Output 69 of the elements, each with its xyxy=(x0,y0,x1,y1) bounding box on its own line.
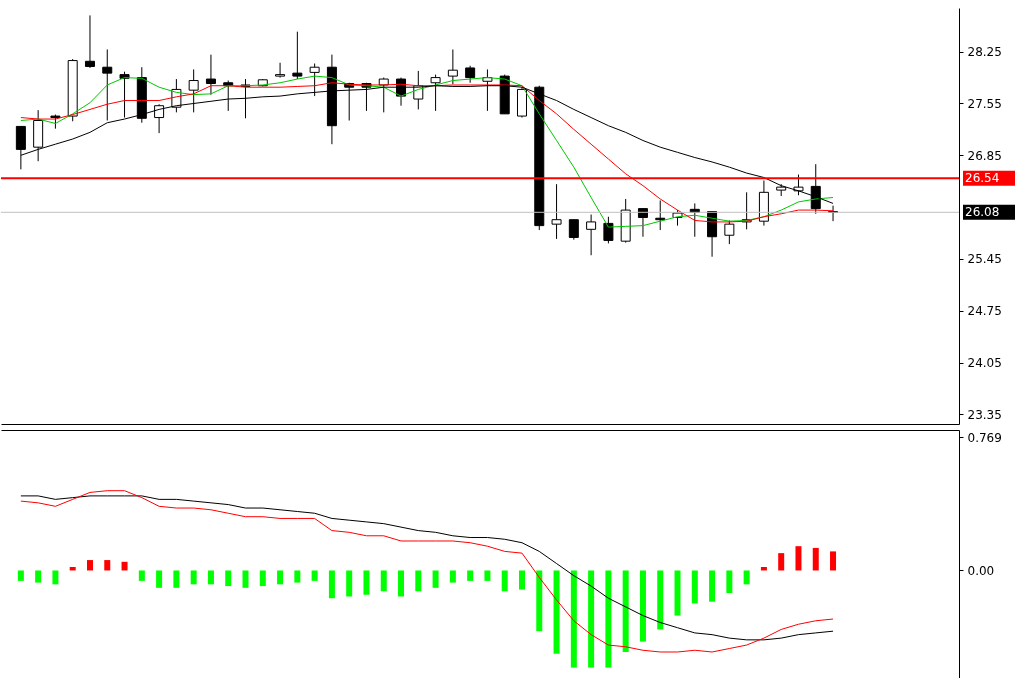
bar xyxy=(173,570,180,588)
bar xyxy=(121,561,128,571)
candlestick xyxy=(154,103,165,134)
candlestick xyxy=(586,214,597,256)
bar xyxy=(588,570,595,668)
candlestick xyxy=(447,48,458,85)
bar xyxy=(467,570,474,581)
bar xyxy=(277,570,284,585)
y-tick-label: 23.35 xyxy=(967,407,1002,422)
ref-line-label: 26.54 xyxy=(965,171,1000,186)
candlestick xyxy=(84,14,95,69)
bar xyxy=(484,570,491,581)
bar xyxy=(639,570,646,642)
bar xyxy=(363,570,370,595)
bar xyxy=(104,560,111,571)
bar xyxy=(259,570,266,587)
bar xyxy=(225,570,232,587)
bar xyxy=(35,570,42,583)
candlestick xyxy=(637,208,648,238)
bar xyxy=(449,570,456,583)
y-tick-label: 25.45 xyxy=(967,252,1002,267)
y-tick-label: 24.05 xyxy=(967,356,1002,371)
bar xyxy=(432,570,439,588)
y-tick-label: 27.55 xyxy=(967,96,1002,111)
candlestick xyxy=(292,31,303,80)
bar xyxy=(536,570,543,632)
y-tick-label: 0.00 xyxy=(967,563,995,578)
bar xyxy=(242,570,249,588)
bar xyxy=(674,570,681,616)
candlestick xyxy=(724,219,735,245)
bar xyxy=(294,570,301,583)
bar xyxy=(138,570,145,581)
candlestick xyxy=(568,219,579,241)
bar xyxy=(709,570,716,602)
ref-line-label: 26.08 xyxy=(965,205,1000,220)
bar xyxy=(398,570,405,597)
bar xyxy=(778,553,785,571)
bar xyxy=(657,570,664,630)
candlestick xyxy=(551,183,562,240)
candlestick xyxy=(205,54,216,96)
bar xyxy=(501,570,508,592)
bar xyxy=(328,570,335,599)
candlestick xyxy=(275,62,286,79)
bar xyxy=(795,546,802,571)
bar xyxy=(415,570,422,592)
bar xyxy=(691,570,698,604)
bar xyxy=(207,570,214,585)
bar xyxy=(86,560,93,571)
bar xyxy=(52,570,59,585)
bar xyxy=(726,570,733,594)
bar xyxy=(743,570,750,585)
y-tick-label: 26.85 xyxy=(967,148,1002,163)
bar xyxy=(553,570,560,654)
bar xyxy=(570,570,577,668)
bar xyxy=(622,570,629,652)
bar xyxy=(311,570,318,581)
bar xyxy=(380,570,387,592)
bar xyxy=(156,570,163,588)
y-tick-label: 28.25 xyxy=(967,45,1002,60)
bar xyxy=(346,570,353,597)
y-tick-label: 0.769 xyxy=(967,430,1002,445)
bar xyxy=(812,547,819,571)
bar xyxy=(17,570,24,581)
bar xyxy=(830,551,837,571)
y-tick-label: 24.75 xyxy=(967,304,1002,319)
bar xyxy=(190,570,197,585)
bar xyxy=(605,570,612,668)
bar xyxy=(518,570,525,590)
candlestick xyxy=(603,216,614,244)
